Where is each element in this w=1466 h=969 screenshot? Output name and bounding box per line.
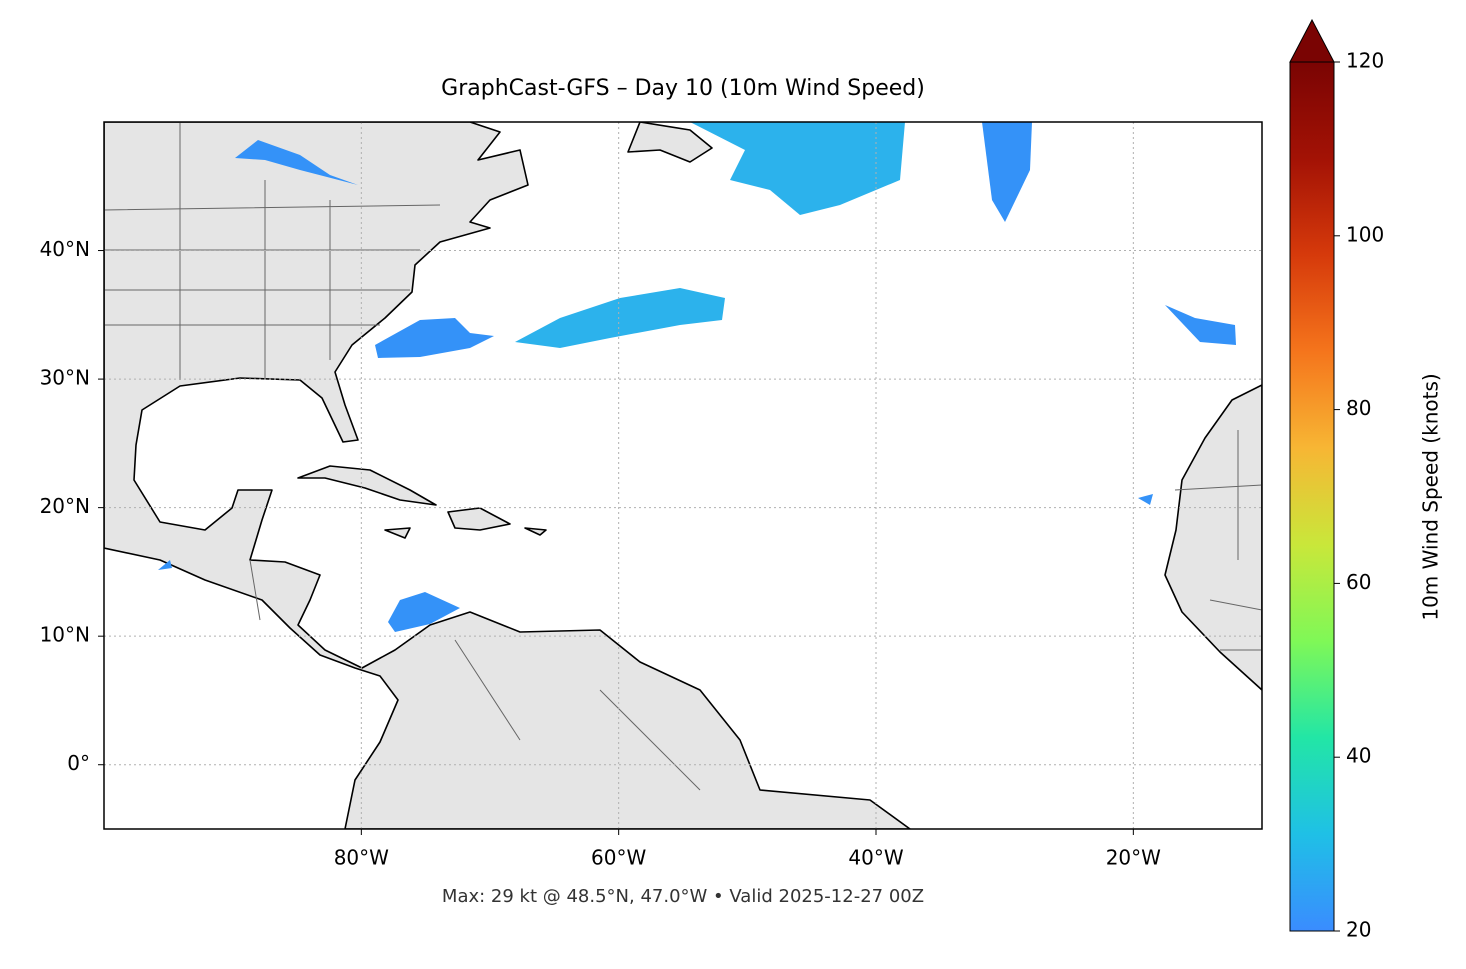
colorbar-tick-label: 120 xyxy=(1346,49,1384,73)
wind-region xyxy=(690,122,905,215)
americas xyxy=(104,122,911,829)
footnote: Max: 29 kt @ 48.5°N, 47.0°W • Valid 2025… xyxy=(442,886,924,907)
y-tick-label: 40°N xyxy=(40,237,90,261)
colorbar-extend xyxy=(1289,18,1335,63)
x-tick-label: 80°W xyxy=(334,846,389,870)
colorbar-tick-label: 20 xyxy=(1346,918,1371,942)
chart-title: GraphCast-GFS – Day 10 (10m Wind Speed) xyxy=(441,76,925,101)
wind-region xyxy=(515,288,725,348)
wind-region xyxy=(982,122,1032,222)
colorbar-tick-label: 80 xyxy=(1346,396,1371,420)
jamaica xyxy=(384,527,411,539)
wind-region xyxy=(1138,494,1153,505)
y-tick-label: 10°N xyxy=(40,623,90,647)
colorbar xyxy=(1289,61,1335,932)
x-tick-label: 40°W xyxy=(848,846,903,870)
colorbar-label: 10m Wind Speed (knots) xyxy=(1419,373,1443,620)
x-tick-label: 20°W xyxy=(1106,846,1161,870)
cuba xyxy=(297,465,437,506)
wind-region xyxy=(158,560,172,570)
x-tick-label: 60°W xyxy=(591,846,646,870)
colorbar-tick-label: 40 xyxy=(1346,744,1371,768)
map-frame xyxy=(103,121,1263,830)
y-tick-label: 20°N xyxy=(40,494,90,518)
wind-region xyxy=(388,592,460,632)
colorbar-tick-label: 100 xyxy=(1346,222,1384,246)
y-tick-label: 0° xyxy=(67,751,90,775)
y-tick-label: 30°N xyxy=(40,366,90,390)
wind-region xyxy=(235,140,358,185)
wind-region xyxy=(375,318,494,358)
puerto-rico xyxy=(524,527,547,536)
colorbar-tick-label: 60 xyxy=(1346,570,1371,594)
newfoundland xyxy=(627,122,713,163)
hispaniola xyxy=(447,507,511,531)
wind-region xyxy=(1165,305,1236,345)
map xyxy=(104,122,1262,829)
